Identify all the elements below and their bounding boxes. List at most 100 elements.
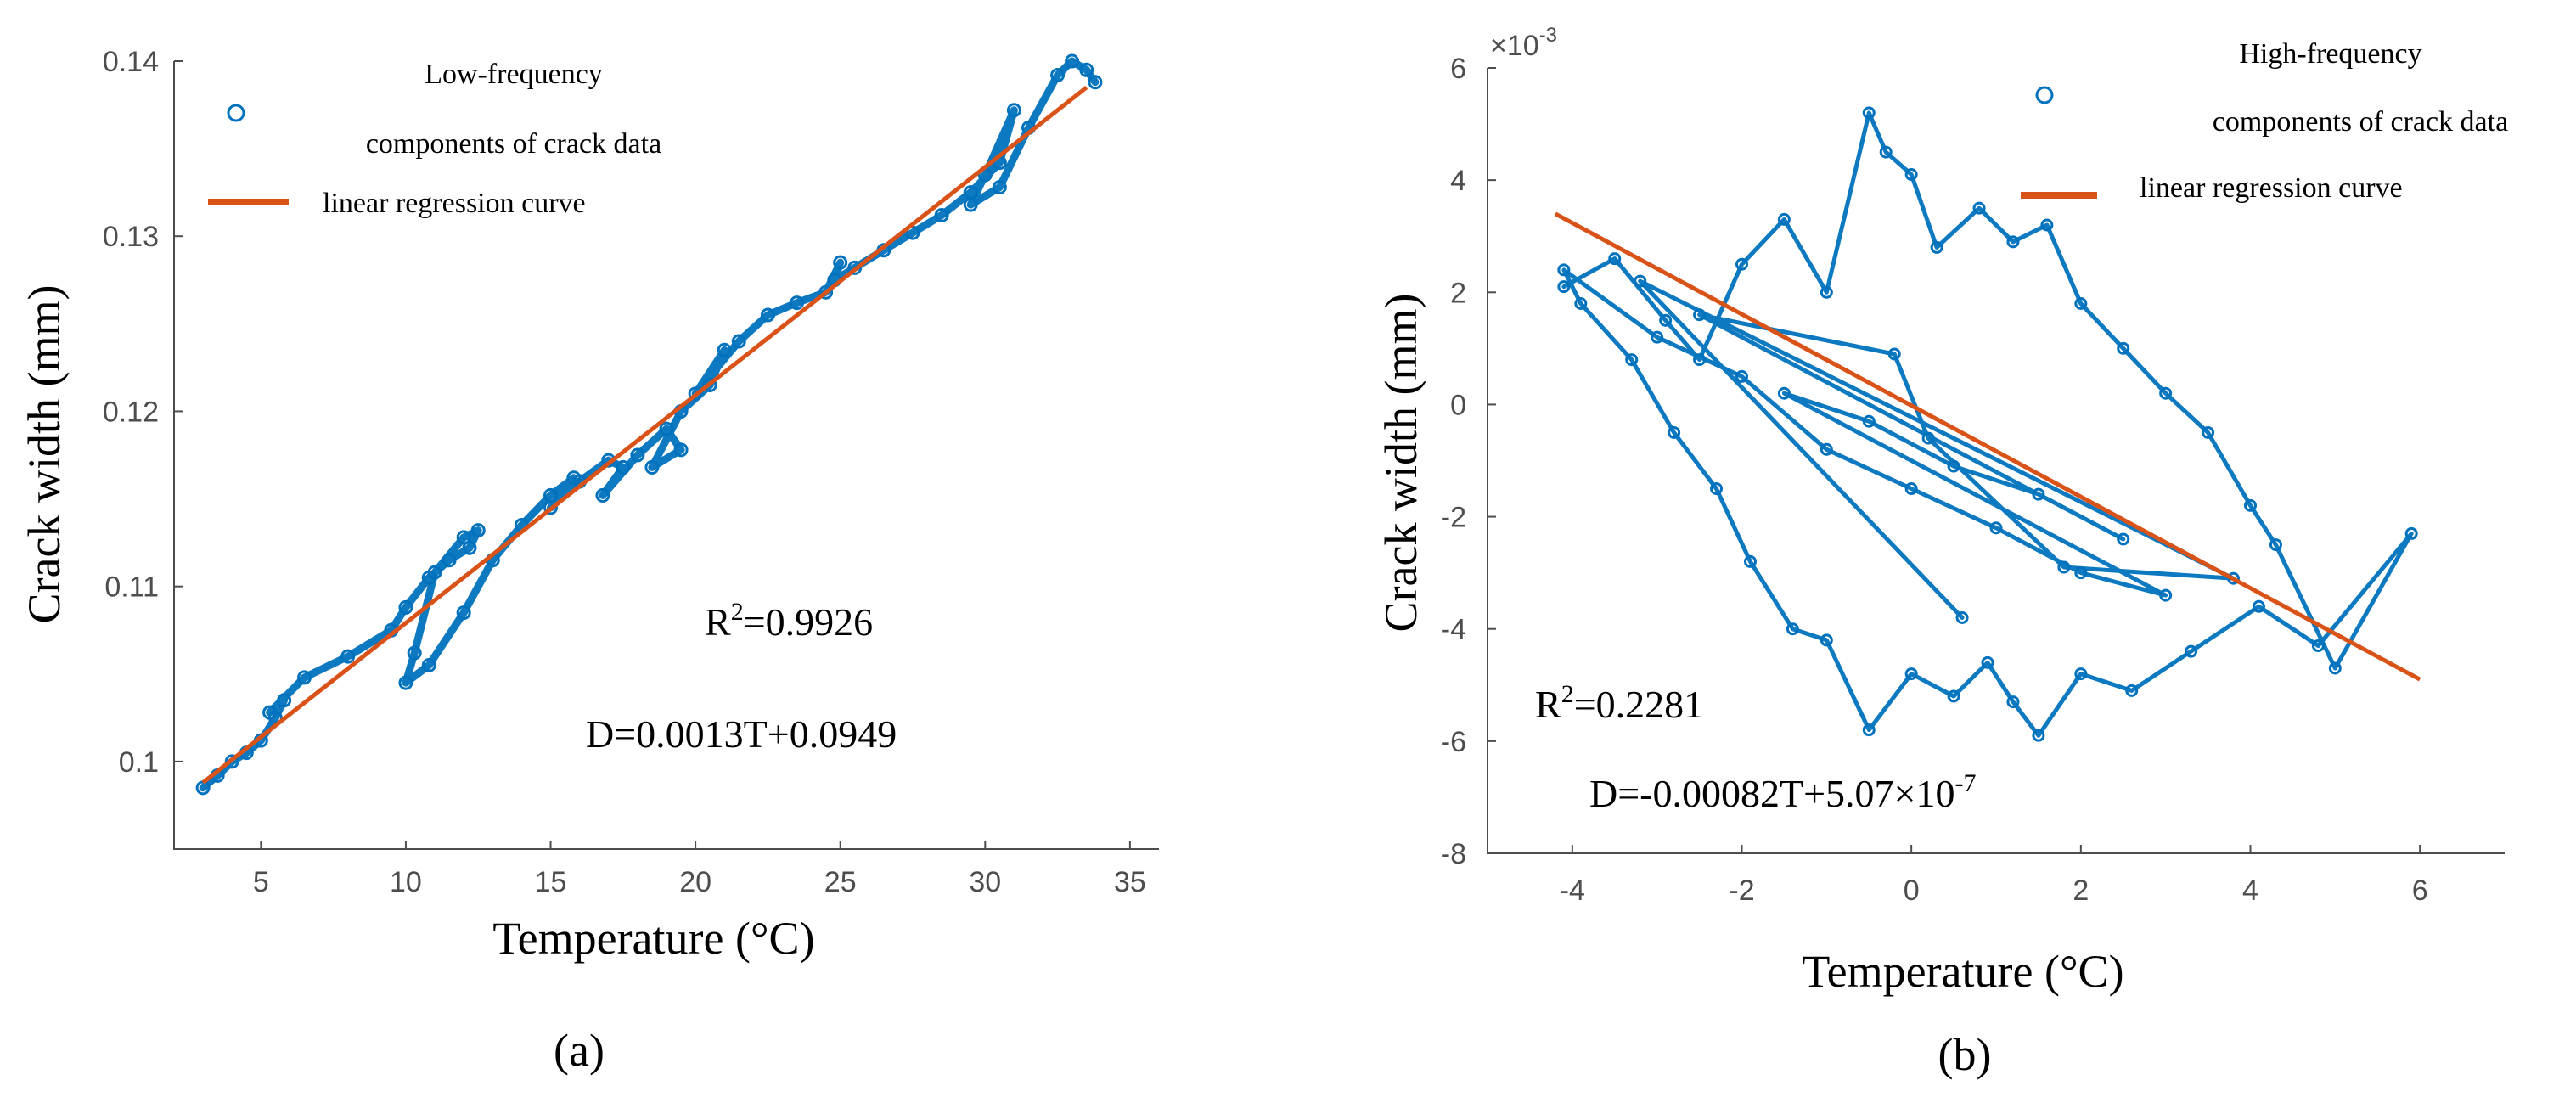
legend-label-data-line1: High-frequency — [2239, 38, 2421, 70]
data-point — [2244, 498, 2257, 512]
data-point — [2032, 487, 2045, 501]
legend-marker-icon — [227, 104, 245, 122]
data-point — [630, 447, 645, 463]
data-point — [456, 530, 471, 545]
data-point — [1786, 622, 1799, 636]
data-point — [2040, 218, 2054, 232]
data-point — [2125, 684, 2139, 697]
y-axis-label: Crack width (mm) — [19, 285, 70, 624]
data-point — [760, 307, 775, 323]
data-point — [717, 342, 732, 357]
data-point — [1065, 53, 1080, 69]
x-tick-label: 25 — [824, 866, 857, 898]
data-point — [2311, 639, 2325, 653]
data-point — [1904, 168, 1918, 182]
x-tick-label: 15 — [535, 866, 567, 898]
data-point — [1989, 521, 2003, 535]
annotation-regression-equation: D=-0.00082T+5.07×10-7 — [1589, 769, 1976, 815]
y-tick-label: 2 — [1450, 277, 1466, 309]
data-point — [2117, 341, 2130, 355]
data-point — [1557, 263, 1571, 277]
data-point — [462, 540, 477, 555]
data-point — [673, 442, 689, 458]
legend-label-data-line2: components of crack data — [366, 128, 661, 160]
data-point — [616, 459, 631, 475]
data-point — [659, 421, 674, 436]
panel-b-legend: High-frequency components of crack data … — [2021, 38, 2508, 204]
data-point — [224, 754, 239, 769]
data-point — [1050, 67, 1066, 82]
y-tick-label: 0.13 — [103, 221, 159, 253]
data-point — [688, 386, 703, 402]
x-tick-label: 35 — [1114, 866, 1146, 898]
data-point — [543, 500, 559, 515]
data-point — [595, 487, 610, 503]
x-tick-label: -2 — [1729, 875, 1754, 907]
annotation-regression-equation: D=0.0013T+0.0949 — [586, 712, 897, 756]
y-tick-label: -8 — [1441, 838, 1466, 870]
data-point — [2117, 532, 2130, 546]
x-tick-label: 0 — [1904, 875, 1920, 907]
panel-a-legend: Low-frequency components of crack data l… — [208, 59, 661, 219]
data-point — [1820, 285, 1833, 299]
y-tick-label: 4 — [1450, 165, 1466, 197]
data-point — [992, 179, 1007, 194]
data-point — [1972, 201, 1986, 215]
data-point — [644, 459, 660, 475]
data-point — [2185, 644, 2198, 658]
x-tick-label: 2 — [2073, 875, 2089, 907]
data-point — [2202, 425, 2215, 439]
data-point — [1862, 723, 1876, 737]
y-tick-label: 6 — [1450, 53, 1466, 85]
regression-line — [1554, 211, 2421, 682]
data-point — [1634, 274, 1647, 288]
y-tick-label: 0.14 — [103, 46, 159, 78]
data-point — [1904, 482, 1918, 496]
data-point — [1668, 425, 1681, 439]
panel-label: (a) — [554, 1025, 605, 1076]
x-tick-label: 20 — [679, 866, 711, 898]
data-point — [1743, 554, 1757, 568]
data-point — [421, 657, 436, 672]
data-point — [790, 295, 805, 311]
annotation-r-squared: R2=0.2281 — [1535, 680, 1703, 726]
data-point — [833, 255, 848, 270]
data-point — [1777, 386, 1791, 400]
data-point — [470, 523, 486, 538]
data-point — [1659, 313, 1673, 327]
legend-label-data-line1: Low-frequency — [425, 59, 603, 90]
data-point — [1904, 667, 1918, 681]
data-point — [2074, 297, 2088, 310]
data-point — [297, 670, 312, 685]
data-point — [2006, 695, 2020, 709]
y-tick-label: 0.1 — [119, 746, 159, 779]
data-point — [934, 207, 949, 222]
y-tick-label: 0.12 — [103, 396, 159, 428]
data-point — [1693, 308, 1707, 322]
data-point — [1735, 257, 1748, 271]
data-point — [398, 675, 413, 690]
data-point — [2006, 235, 2020, 249]
panel-a-ticks: 5 10 15 20 25 30 35 0.1 0.11 0.12 0.13 0.14 — [103, 46, 1146, 898]
data-point — [1735, 369, 1748, 383]
data-point — [1574, 297, 1588, 310]
panel-b-plot-area — [1554, 106, 2421, 742]
x-tick-label: 10 — [390, 866, 422, 898]
data-point — [1710, 482, 1724, 496]
x-axis-label: Temperature (°C) — [492, 913, 814, 964]
panel-a-plot-area — [195, 53, 1103, 796]
data-point — [2269, 538, 2282, 552]
panel-b: -4 -2 0 2 4 6 -8 -6 -4 -2 0 2 4 6 ×10-3 High-frequenc… — [1375, 24, 2508, 1080]
data-point — [1820, 442, 1833, 456]
data-point — [1651, 330, 1664, 344]
panel-a: 5 10 15 20 25 30 35 0.1 0.11 0.12 0.13 0.14 Low-fre… — [19, 46, 1159, 1076]
data-point — [1862, 106, 1876, 120]
x-axis-label: Temperature (°C) — [1802, 946, 2123, 997]
data-point — [442, 553, 457, 568]
x-tick-label: 30 — [969, 866, 1001, 898]
panel-label: (b) — [1938, 1029, 1992, 1080]
data-point — [2404, 526, 2418, 540]
data-point — [1947, 689, 1960, 703]
data-point — [1947, 459, 1960, 473]
